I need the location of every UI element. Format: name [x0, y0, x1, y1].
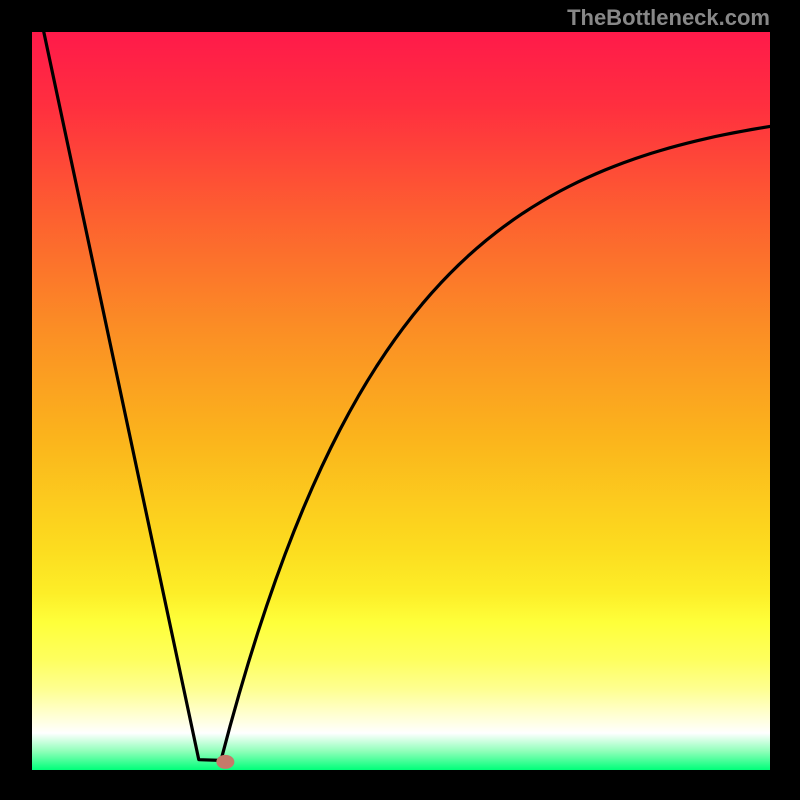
optimum-marker — [216, 755, 234, 769]
plot-gradient-background — [32, 32, 770, 770]
bottleneck-chart: TheBottleneck.com — [0, 0, 800, 800]
watermark-text: TheBottleneck.com — [567, 5, 770, 30]
